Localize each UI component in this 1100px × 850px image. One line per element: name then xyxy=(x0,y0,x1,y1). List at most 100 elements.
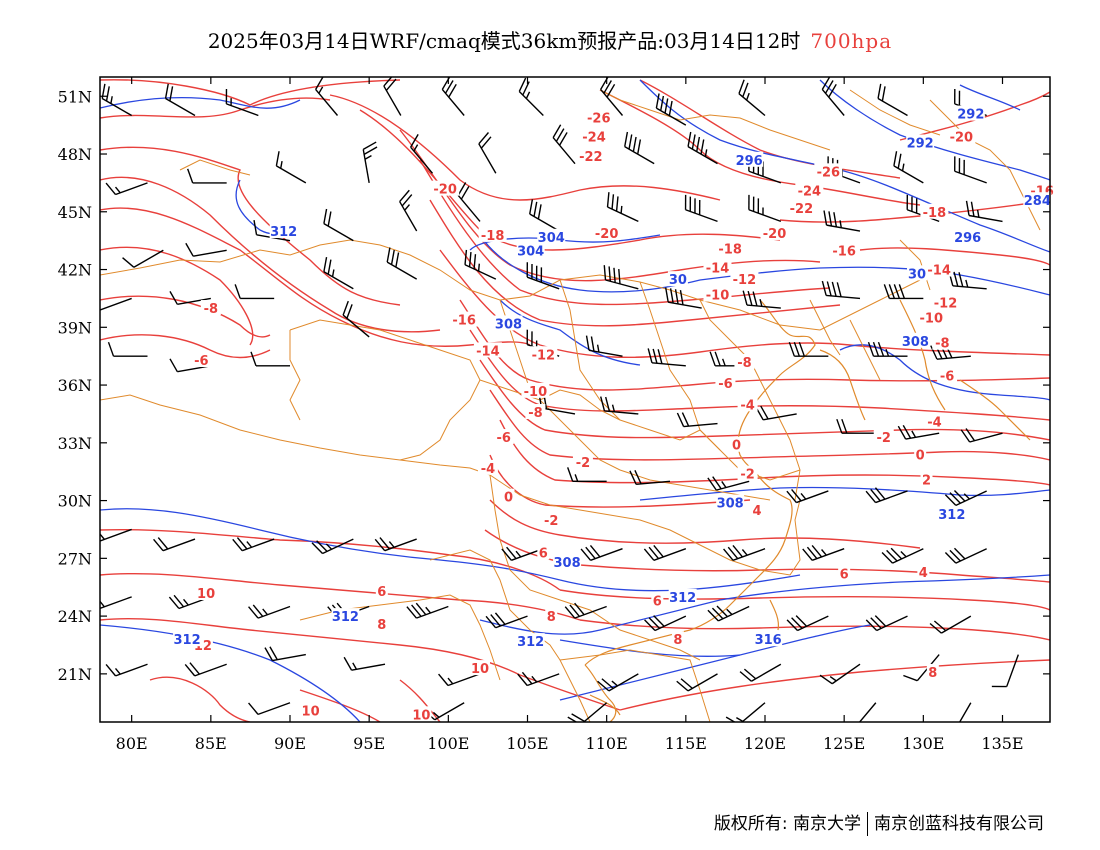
temperature-label: -18 xyxy=(718,242,742,257)
temperature-label-bg xyxy=(917,309,946,325)
wind-barb xyxy=(644,615,687,632)
wind-barb xyxy=(399,189,418,232)
temperature-label: -18 xyxy=(923,206,947,221)
wind-barb xyxy=(275,151,307,184)
temperature-label: -6 xyxy=(194,354,208,369)
wind-barb xyxy=(603,265,639,290)
geopotential-label: 308 xyxy=(717,497,744,512)
temperature-label-bg xyxy=(375,583,388,599)
geopotential-label: 30 xyxy=(669,273,687,288)
temperature-label-bg xyxy=(914,446,927,462)
temperature-label: -8 xyxy=(737,356,751,371)
x-tick-label: 85E xyxy=(195,734,227,753)
wind-barb xyxy=(374,537,417,552)
wind-barb xyxy=(687,131,718,165)
temperature-label-bg xyxy=(760,224,789,240)
temperature-label-bg xyxy=(580,128,608,144)
wind-barb xyxy=(597,673,639,692)
temperature-label: -18 xyxy=(481,229,505,244)
x-tick-label: 130E xyxy=(902,734,944,753)
temperature-label: 8 xyxy=(547,610,556,625)
temperature-label: 10 xyxy=(412,708,430,723)
wind-barb xyxy=(580,545,623,562)
wind-barb xyxy=(738,79,766,117)
wind-barb xyxy=(164,83,196,117)
wind-barb xyxy=(929,615,972,634)
wind-barb xyxy=(788,341,829,357)
wind-barb xyxy=(383,77,402,116)
x-tick-label: 105E xyxy=(506,734,548,753)
credit-left: 版权所有: 南京大学 xyxy=(713,814,861,834)
y-tick-label: 45N xyxy=(58,203,92,222)
x-tick-label: 110E xyxy=(586,734,628,753)
temperature-label-bg xyxy=(576,147,605,163)
y-tick-label: 42N xyxy=(58,261,92,280)
geopotential-label: 292 xyxy=(957,108,984,123)
wind-barbs xyxy=(100,77,1019,722)
temperature-label-bg xyxy=(375,615,388,631)
temperature-label: -8 xyxy=(528,406,542,421)
wind-barb xyxy=(100,297,132,311)
wind-barb xyxy=(725,702,766,722)
wind-barb xyxy=(684,194,718,223)
wind-barb xyxy=(647,348,686,367)
x-tick-label: 80E xyxy=(116,734,148,753)
temperature-label: -20 xyxy=(763,227,787,242)
geopotential-label: 296 xyxy=(736,154,763,169)
temperature-label-bg xyxy=(814,163,843,179)
temperature-label-bg xyxy=(947,128,976,144)
wind-barb xyxy=(585,335,623,357)
geopotential-label-bg xyxy=(331,608,360,624)
wind-barb xyxy=(655,93,687,126)
temperature-label: -16 xyxy=(452,314,476,329)
title-level: 700hpa xyxy=(810,29,893,53)
temperature-label: 8 xyxy=(928,666,937,681)
wind-barb xyxy=(529,199,560,232)
temperature-label: 10 xyxy=(197,587,215,602)
geopotential-label: 304 xyxy=(538,231,565,246)
credit-right: 南京创蓝科技有限公司 xyxy=(874,814,1044,834)
geopotential-label: 292 xyxy=(907,136,934,151)
wind-barb xyxy=(264,646,306,662)
temperature-label-bg xyxy=(300,702,321,718)
wind-barb xyxy=(248,604,291,619)
wind-barb xyxy=(153,537,196,552)
y-axis: 51N 48N 45N 42N 39N 36N 33N 30N 27N 24N 21N xyxy=(58,87,1050,684)
wind-barb xyxy=(676,673,718,692)
wind-barb xyxy=(877,83,908,117)
geopotential-label: 312 xyxy=(332,610,359,625)
wind-barb xyxy=(739,663,782,682)
geopotential-label: 308 xyxy=(554,556,581,571)
temperature-label: -20 xyxy=(595,227,619,242)
geopotential-label-bg xyxy=(937,506,966,522)
wind-barb xyxy=(105,182,148,196)
wind-barb xyxy=(464,249,497,280)
wind-barb xyxy=(234,284,275,300)
temperature-label-bg xyxy=(473,342,502,358)
temperature-label-bg xyxy=(450,311,479,327)
temperature-label-bg xyxy=(931,294,960,310)
geopotential-label: 284 xyxy=(1024,194,1051,209)
y-tick-label: 33N xyxy=(58,434,92,453)
temperature-label-bg xyxy=(737,465,758,481)
temperature-label-bg xyxy=(734,353,755,369)
y-tick-label: 48N xyxy=(58,145,92,164)
plot-frame xyxy=(99,76,1051,723)
wind-barb xyxy=(501,546,544,562)
temperature-label-bg xyxy=(537,544,550,560)
wind-barb xyxy=(748,194,782,223)
wind-barb xyxy=(836,418,876,434)
geopotential-label: 312 xyxy=(669,591,696,606)
wind-barb xyxy=(676,412,718,428)
wind-barb xyxy=(567,467,607,483)
temperature-label: 8 xyxy=(377,618,386,633)
temperature-label-bg xyxy=(431,180,460,196)
wind-barb xyxy=(893,151,924,184)
temperature-label: -22 xyxy=(579,150,603,165)
temperature-label: -22 xyxy=(790,202,814,217)
wind-barb xyxy=(100,528,132,542)
temperature-label-bg xyxy=(920,203,949,219)
temperature-label-bg xyxy=(751,502,764,518)
wind-barb xyxy=(624,131,655,165)
temperature-label-bg xyxy=(411,706,432,722)
